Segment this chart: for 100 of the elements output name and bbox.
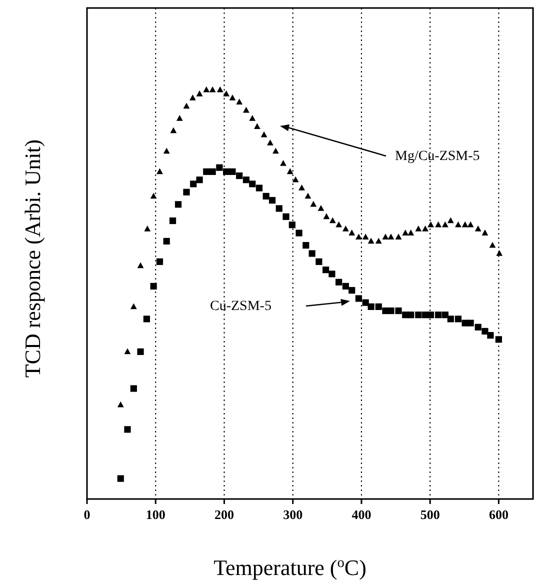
point <box>203 86 210 92</box>
point <box>435 221 442 228</box>
point <box>183 102 190 109</box>
point <box>209 168 216 175</box>
point <box>328 270 336 278</box>
point <box>310 200 317 207</box>
point <box>190 180 197 188</box>
point <box>222 168 230 175</box>
point <box>336 278 342 286</box>
point <box>435 312 442 318</box>
point <box>163 238 170 245</box>
point <box>249 180 256 188</box>
point <box>298 184 305 190</box>
point <box>474 225 482 232</box>
y-axis-title: TCD responce (Arbi. Unit) <box>20 139 45 378</box>
point <box>272 148 279 154</box>
point <box>356 234 362 240</box>
point <box>442 312 448 318</box>
point <box>402 230 409 236</box>
point <box>368 238 374 244</box>
point <box>262 192 270 200</box>
annotation: Mg/Cu-ZSM-5 <box>395 149 480 164</box>
point <box>316 258 322 265</box>
point <box>267 140 274 146</box>
point <box>286 168 294 174</box>
point <box>495 336 502 343</box>
point <box>229 94 236 100</box>
point <box>176 114 183 121</box>
x-tick-label: 400 <box>352 507 372 522</box>
point <box>482 328 488 335</box>
point <box>388 234 394 240</box>
point <box>196 90 203 96</box>
point <box>156 168 163 174</box>
point <box>428 221 434 228</box>
point <box>362 299 369 306</box>
point <box>156 258 164 265</box>
point <box>447 217 454 224</box>
x-tick-label: 300 <box>283 507 303 522</box>
point <box>348 230 356 236</box>
point <box>415 312 422 318</box>
point <box>260 131 268 138</box>
point <box>169 217 176 224</box>
point <box>408 230 414 236</box>
point <box>288 222 296 228</box>
point <box>144 225 151 232</box>
point <box>329 217 336 224</box>
point <box>130 303 137 310</box>
point <box>209 86 216 92</box>
point <box>137 348 144 355</box>
point <box>174 201 182 208</box>
point <box>296 230 302 236</box>
point <box>143 316 150 322</box>
point <box>163 148 170 154</box>
point <box>216 86 224 92</box>
point <box>249 114 256 121</box>
point <box>447 316 454 322</box>
point <box>355 295 362 302</box>
point <box>242 106 250 113</box>
point <box>308 250 316 257</box>
point <box>487 332 494 339</box>
point <box>342 225 349 232</box>
point <box>455 221 462 228</box>
point <box>427 312 434 318</box>
point <box>280 160 286 166</box>
point <box>395 307 402 314</box>
point <box>467 320 474 326</box>
point <box>336 221 342 228</box>
point <box>322 266 330 274</box>
point <box>323 213 330 220</box>
point <box>150 192 157 199</box>
point <box>489 242 496 248</box>
point <box>474 324 482 330</box>
point <box>223 90 230 96</box>
annotation: Cu-ZSM-5 <box>210 299 272 314</box>
point <box>124 348 131 354</box>
point <box>368 303 374 310</box>
point <box>496 250 503 256</box>
point <box>242 176 250 184</box>
point <box>256 184 263 192</box>
point <box>229 168 236 175</box>
point <box>304 192 312 199</box>
point <box>292 176 299 182</box>
x-tick-label: 100 <box>146 507 166 522</box>
point <box>196 176 203 184</box>
point <box>203 168 210 175</box>
point <box>216 164 223 171</box>
point <box>388 307 394 314</box>
point <box>442 221 448 228</box>
point <box>150 282 157 290</box>
point <box>482 230 488 236</box>
point <box>408 312 414 318</box>
point <box>362 234 369 240</box>
point <box>415 225 422 232</box>
point <box>137 262 144 268</box>
point <box>302 242 310 249</box>
x-tick-label: 200 <box>214 507 234 522</box>
point <box>189 94 196 100</box>
point <box>276 205 282 212</box>
point <box>130 385 137 392</box>
point <box>236 172 243 180</box>
